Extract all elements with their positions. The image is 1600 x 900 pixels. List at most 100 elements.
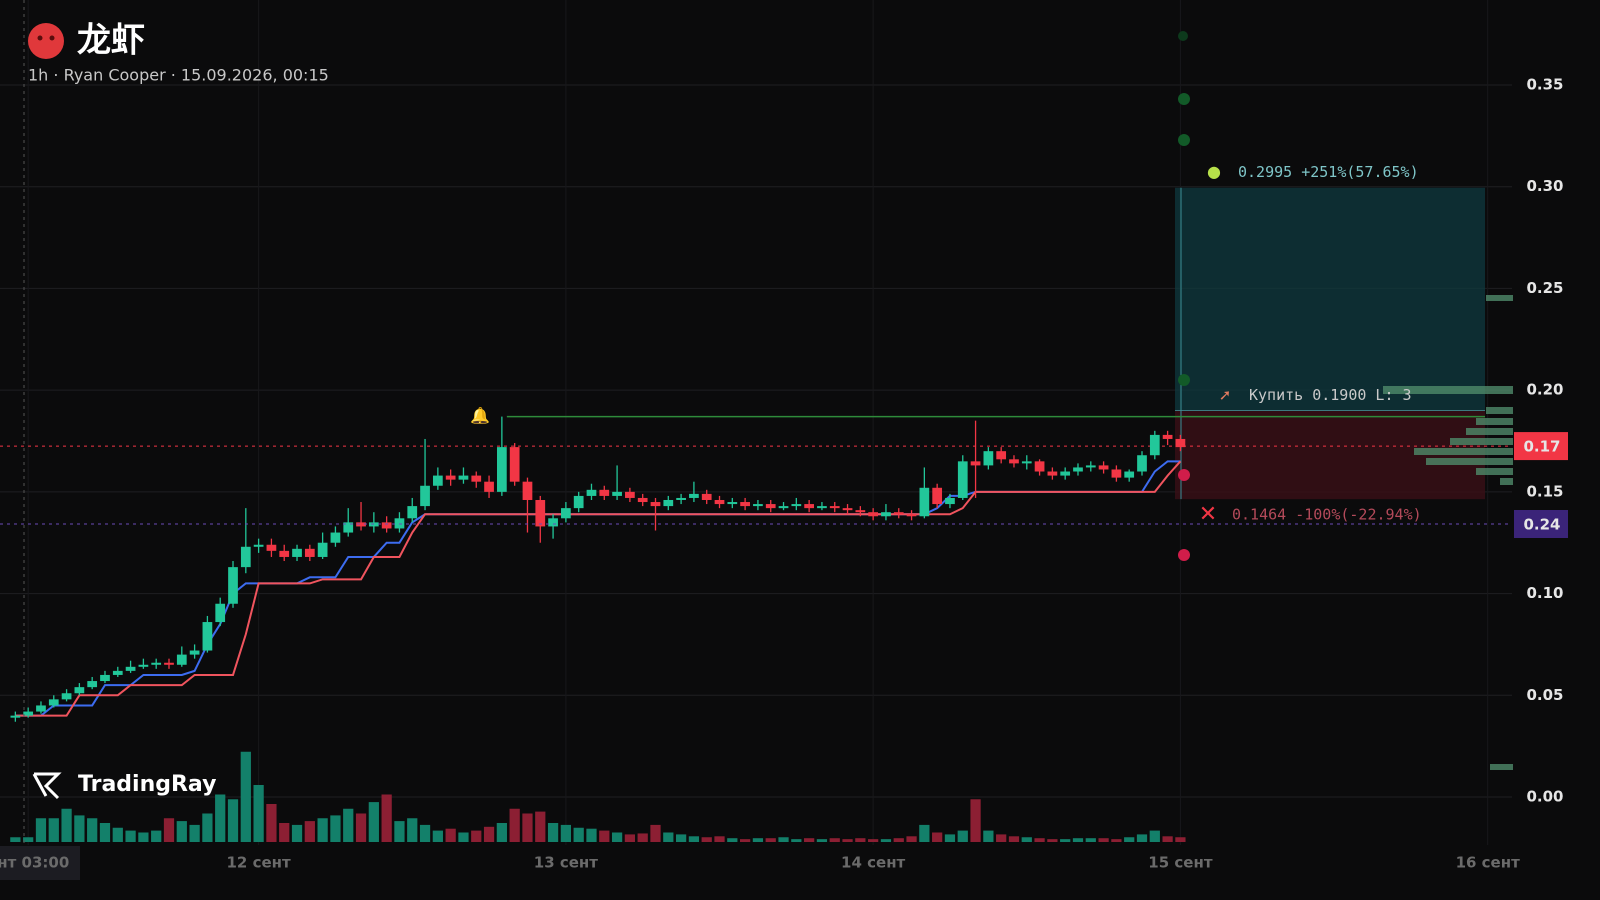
volume-bar [202, 813, 213, 842]
volume-profile [1383, 295, 1513, 770]
volume-bar [624, 834, 636, 842]
volume-bar [573, 827, 584, 842]
volume-bar [1111, 839, 1122, 842]
candle-body [778, 506, 789, 509]
last-price-tag [1514, 432, 1568, 461]
volume-bar [1085, 838, 1096, 842]
volume-bar [291, 824, 303, 842]
profile-bar [1490, 764, 1513, 770]
volume-bar [522, 813, 533, 842]
volume-bar [919, 824, 930, 842]
volume-bar [893, 838, 904, 842]
y-tick-label: 0.20 [1526, 381, 1563, 399]
volume-bar [560, 824, 572, 842]
candle-body [228, 567, 238, 604]
candle-body [714, 499, 725, 505]
volume-bar [1136, 834, 1148, 842]
volume-bar [1175, 837, 1186, 842]
y-tick-label: 0.05 [1526, 686, 1563, 704]
volume-bar [752, 838, 764, 842]
profile-bar [1500, 478, 1513, 485]
candle-body [1047, 471, 1058, 476]
volume-bar [791, 839, 802, 842]
crosshair-tag [1514, 510, 1568, 538]
candle-body [343, 522, 354, 533]
crosshair-label: 0.24 [1523, 516, 1560, 534]
candle-body [1111, 469, 1122, 478]
volume-bar [509, 808, 520, 842]
volume-bar [381, 794, 392, 842]
volume-bar [714, 836, 725, 842]
candle-body [202, 622, 213, 651]
volume-bar [650, 824, 661, 842]
entry-icon: ➚ [1219, 386, 1232, 404]
candle-body [36, 705, 46, 712]
target-icon: ● [1207, 162, 1221, 181]
candle-body [432, 475, 443, 486]
candle-body [151, 662, 162, 665]
candle-body [983, 451, 994, 466]
stop-label: 0.1464 -100%(-22.94%) [1232, 506, 1422, 524]
volume-bar [1060, 839, 1071, 842]
grid [0, 0, 1512, 845]
x-tick-label: 14 сент [841, 854, 906, 872]
candle-body [215, 603, 226, 623]
volume-bar [355, 813, 367, 842]
candle-body [1124, 471, 1135, 478]
profile-bar [1466, 428, 1513, 435]
volume-bar [1072, 838, 1084, 842]
volume-bar [1034, 838, 1045, 842]
candle-body [957, 461, 968, 498]
volume-bar [496, 823, 507, 842]
volume-bar [125, 830, 136, 842]
last-price-label: 0.17 [1523, 438, 1560, 456]
candle-body [279, 550, 290, 557]
volume-bar [35, 818, 47, 842]
candle-body [87, 681, 98, 688]
candle-body [535, 499, 546, 527]
y-tick-label: 0.15 [1526, 482, 1563, 500]
volume-bar [1098, 838, 1109, 842]
volume-bar [240, 751, 251, 842]
y-tick-label: 0.25 [1526, 279, 1563, 297]
candle-body [996, 451, 1007, 460]
volume-bar [842, 839, 853, 842]
dot [1178, 134, 1190, 146]
volume-bar [343, 808, 354, 842]
volume-bar [996, 834, 1007, 842]
volume-bar [1021, 837, 1032, 842]
volume-bar [1149, 830, 1160, 842]
y-tick-label: 0.10 [1526, 584, 1563, 602]
candle-body [868, 512, 879, 517]
volume-bar [407, 818, 418, 842]
volume-bar [778, 837, 789, 842]
volume-bar [87, 818, 98, 842]
volume-bar [829, 838, 840, 842]
volume-bar [739, 839, 751, 842]
candle-body [1175, 438, 1186, 448]
volume-bar [727, 838, 738, 842]
volume-bar [330, 815, 341, 842]
volume-bar [1162, 836, 1173, 842]
candle-body [906, 514, 917, 517]
volume-bar [253, 785, 264, 842]
candle-body [240, 546, 251, 568]
volume-bar [1047, 839, 1058, 842]
stop-icon: ✕ [1199, 502, 1217, 527]
candle-body [304, 548, 315, 557]
candle-body [484, 481, 494, 492]
candle-body [176, 654, 187, 665]
volume-bar [176, 821, 187, 842]
volume-bar [317, 818, 328, 842]
volume-bar [458, 832, 469, 842]
brand: TradingRay [78, 772, 216, 797]
candle-body [1162, 434, 1173, 439]
candle-body [932, 487, 943, 505]
candle-body [740, 502, 750, 507]
volume-bar [483, 826, 495, 842]
candle-body [138, 664, 149, 667]
volume-bar [663, 832, 674, 842]
dot [1178, 31, 1188, 41]
candle-body [842, 508, 853, 511]
